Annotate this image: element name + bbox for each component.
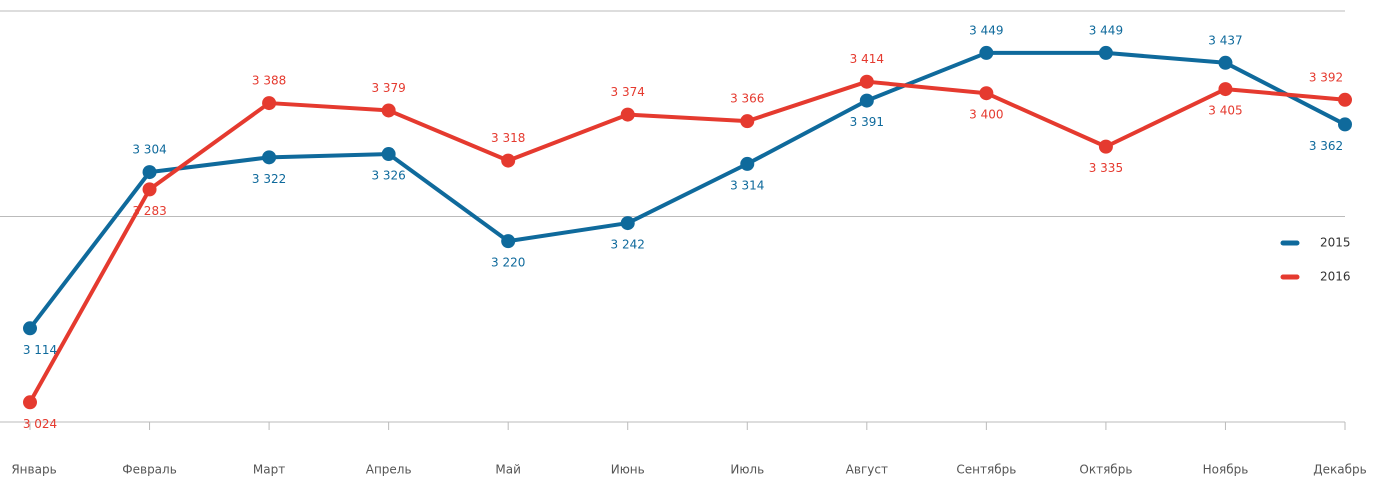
point: [979, 45, 994, 60]
point: [142, 165, 157, 180]
value-label: 3 326: [371, 169, 405, 183]
x-tick-label: Февраль: [122, 463, 177, 477]
x-tick-label: Июнь: [611, 463, 645, 477]
value-label: 3 449: [969, 23, 1003, 37]
value-label: 3 392: [1309, 70, 1343, 84]
point: [740, 156, 755, 171]
point: [1338, 117, 1352, 132]
point: [859, 93, 874, 108]
point: [1218, 82, 1233, 97]
point: [381, 147, 396, 162]
x-tick-label: Август: [846, 463, 888, 477]
value-label: 3 366: [730, 92, 764, 106]
series-line: [28, 79, 1346, 404]
point: [381, 103, 396, 118]
value-label: 3 318: [491, 131, 525, 145]
value-label: 3 114: [23, 343, 57, 357]
value-label: 3 437: [1208, 33, 1242, 47]
value-label: 3 400: [969, 108, 1003, 122]
point: [620, 107, 635, 122]
point: [740, 114, 755, 129]
point: [23, 321, 37, 336]
x-tick-label: Декабрь: [1313, 463, 1366, 477]
x-tick-label: Октябрь: [1079, 463, 1132, 477]
value-label: 3 362: [1309, 139, 1343, 153]
x-tick-label: Ноябрь: [1203, 463, 1249, 477]
value-label: 3 391: [850, 115, 884, 129]
point: [1218, 55, 1233, 70]
value-label: 3 388: [252, 74, 286, 88]
value-label: 3 220: [491, 256, 525, 270]
value-label: 3 405: [1208, 104, 1242, 118]
legend-label: 2015: [1320, 236, 1351, 250]
value-label: 3 374: [611, 85, 645, 99]
x-tick-label: Январь: [11, 463, 56, 477]
point: [1098, 45, 1113, 60]
point: [501, 234, 516, 249]
point: [262, 150, 277, 165]
x-tick-label: Май: [495, 463, 521, 477]
x-tick-label: Июль: [730, 463, 764, 477]
value-label: 3 283: [132, 204, 166, 218]
point: [1098, 139, 1113, 154]
point: [23, 395, 37, 410]
value-label: 3 379: [371, 81, 405, 95]
point: [1338, 92, 1352, 107]
point: [501, 153, 516, 168]
point: [262, 96, 277, 111]
value-label: 3 449: [1089, 23, 1123, 37]
point: [979, 86, 994, 101]
x-tick-label: Апрель: [366, 463, 412, 477]
point: [142, 182, 157, 197]
legend-label: 2016: [1320, 270, 1351, 284]
value-label: 3 242: [611, 238, 645, 252]
point: [620, 216, 635, 231]
value-label: 3 335: [1089, 161, 1123, 175]
value-label: 3 024: [23, 417, 57, 431]
x-tick-label: Сентябрь: [956, 463, 1016, 477]
x-tick-label: Март: [253, 463, 285, 477]
series-line: [28, 50, 1346, 330]
value-label: 3 314: [730, 178, 764, 192]
value-label: 3 322: [252, 172, 286, 186]
value-label: 3 304: [132, 143, 166, 157]
point: [859, 74, 874, 89]
value-label: 3 414: [850, 52, 884, 66]
